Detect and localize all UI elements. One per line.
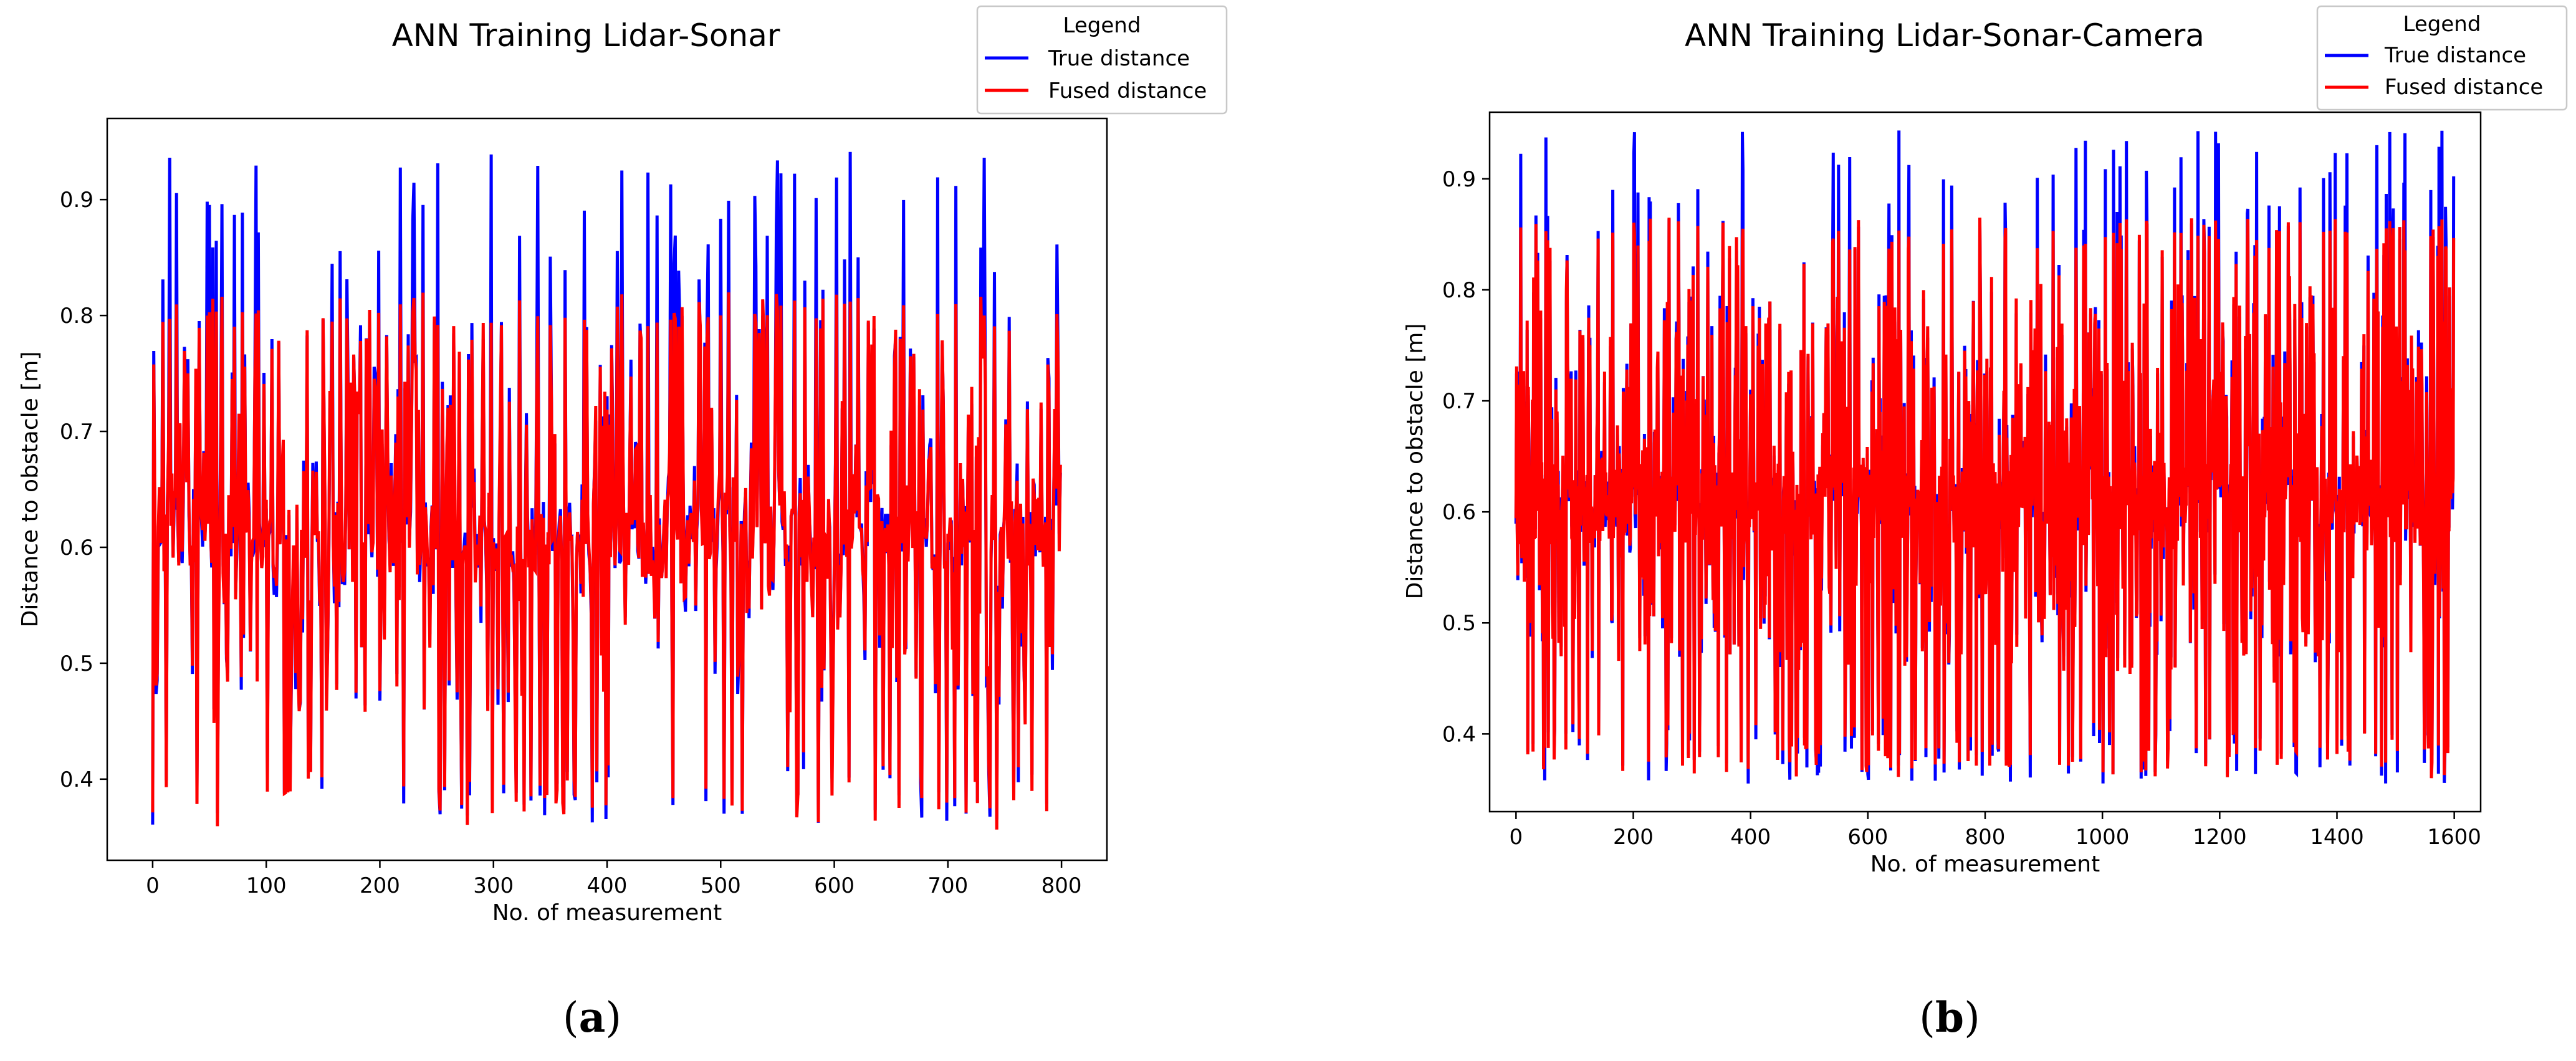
chart-b-y-tick-label: 0.9 <box>1442 167 1476 192</box>
chart-b-x-tick-label: 400 <box>1730 825 1771 850</box>
chart-a-plot-area <box>151 151 1062 830</box>
panel-label-a-open: ( <box>563 994 579 1042</box>
chart-b-y-ticks: 0.4 0.5 0.6 0.7 0.8 0.9 <box>1442 167 1490 747</box>
chart-a-x-tick-label: 800 <box>1041 873 1082 898</box>
panel-label-a-letter: a <box>579 993 606 1042</box>
chart-b-legend-title: Legend <box>2403 12 2481 37</box>
chart-b-x-tick-label: 600 <box>1847 825 1888 850</box>
chart-a-y-tick-label: 0.7 <box>60 420 93 444</box>
chart-b-y-tick-label: 0.7 <box>1442 389 1476 414</box>
chart-b-x-tick-label: 1600 <box>2427 825 2481 850</box>
chart-a-y-axis-label: Distance to obstacle [m] <box>17 352 43 628</box>
chart-a-y-ticks: 0.4 0.5 0.6 0.7 0.8 0.9 <box>60 188 107 792</box>
panel-label-b-open: ( <box>1919 994 1935 1042</box>
chart-b-legend: Legend True distance Fused distance <box>2316 5 2568 111</box>
chart-a-legend-box <box>976 5 1228 115</box>
chart-b-plot-area <box>1514 130 2456 784</box>
panel-label-a: (a) <box>563 993 621 1042</box>
chart-a-legend: Legend True distance Fused distance <box>976 5 1228 115</box>
chart-b-x-axis-label: No. of measurement <box>1870 852 2100 877</box>
chart-a-x-tick-label: 200 <box>360 873 400 898</box>
chart-a-series-fused-distance <box>151 292 1062 830</box>
chart-a-x-tick-label: 400 <box>587 873 628 898</box>
chart-b-legend-true-label: True distance <box>2384 43 2526 68</box>
chart-b-x-tick-label: 800 <box>1965 825 2006 850</box>
chart-a-x-ticks: 0 100 200 300 400 500 600 700 800 <box>146 860 1082 898</box>
chart-a-x-tick-label: 0 <box>146 873 160 898</box>
chart-a-y-tick-label: 0.9 <box>60 188 93 213</box>
chart-a-x-axis-label: No. of measurement <box>492 900 722 926</box>
chart-b-x-ticks: 0 200 400 600 800 1000 1200 1400 1600 <box>1510 812 2481 850</box>
chart-a-x-tick-label: 500 <box>701 873 741 898</box>
chart-b-y-axis-label: Distance to obstacle [m] <box>1402 324 1428 600</box>
chart-b-y-tick-label: 0.4 <box>1442 722 1476 747</box>
chart-b-legend-box <box>2316 5 2568 111</box>
chart-a-legend-title: Legend <box>1063 13 1141 38</box>
chart-a-y-tick-label: 0.8 <box>60 304 93 329</box>
chart-b-legend-fused-label: Fused distance <box>2385 75 2543 100</box>
chart-a-y-tick-label: 0.4 <box>60 767 93 792</box>
chart-b-y-tick-label: 0.8 <box>1442 278 1476 303</box>
chart-b-y-tick-label: 0.6 <box>1442 500 1476 525</box>
chart-a-title: ANN Training Lidar-Sonar <box>392 17 780 54</box>
chart-b-x-tick-label: 1200 <box>2193 825 2247 850</box>
chart-b-x-tick-label: 0 <box>1510 825 1523 850</box>
chart-b-title: ANN Training Lidar-Sonar-Camera <box>1685 17 2205 54</box>
panel-label-b: (b) <box>1919 993 1980 1042</box>
chart-b-x-tick-label: 1400 <box>2310 825 2364 850</box>
chart-a-legend-true-label: True distance <box>1048 46 1190 71</box>
chart-a-x-tick-label: 700 <box>927 873 968 898</box>
chart-b-y-tick-label: 0.5 <box>1442 611 1476 636</box>
chart-a-legend-fused-label: Fused distance <box>1048 79 1207 103</box>
chart-b-x-tick-label: 1000 <box>2076 825 2130 850</box>
chart-a-x-tick-label: 300 <box>473 873 514 898</box>
chart-a-x-tick-label: 100 <box>246 873 287 898</box>
chart-a-y-tick-label: 0.5 <box>60 651 93 676</box>
chart-b-x-tick-label: 200 <box>1613 825 1654 850</box>
chart-b-series-fused-distance <box>1514 218 2456 779</box>
panel-label-b-close: ) <box>1964 994 1980 1042</box>
chart-a-x-tick-label: 600 <box>814 873 855 898</box>
chart-b: ANN Training Lidar-Sonar-Camera 0 200 400 6… <box>1402 5 2568 1042</box>
panel-label-b-letter: b <box>1935 993 1964 1042</box>
panel-label-a-close: ) <box>605 994 621 1042</box>
chart-a-y-tick-label: 0.6 <box>60 535 93 560</box>
chart-a: ANN Training Lidar-Sonar 0 100 200 300 400 50… <box>17 5 1228 1042</box>
